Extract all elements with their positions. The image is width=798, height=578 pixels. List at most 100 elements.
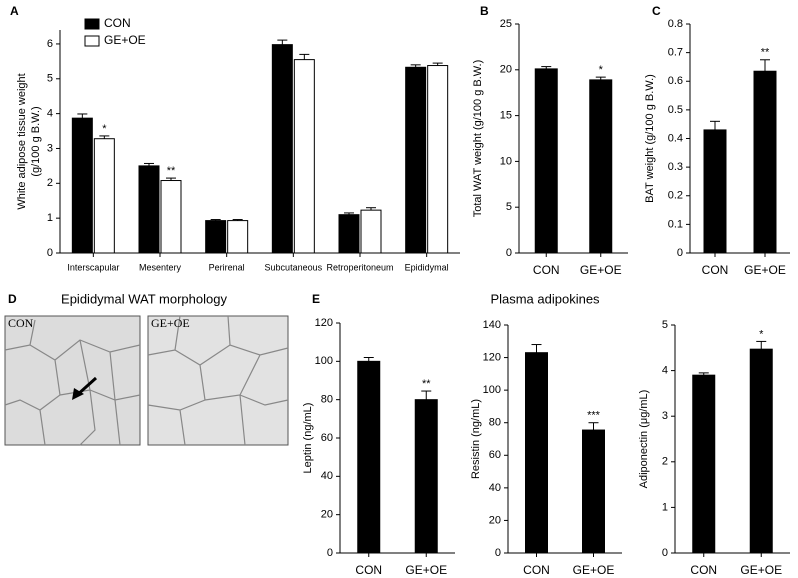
significance: **: [167, 165, 176, 177]
y-tick-label: 0: [506, 247, 512, 259]
y-tick-label: 20: [489, 514, 501, 526]
y-tick-label: 120: [315, 317, 333, 329]
y-tick-label: 5: [662, 319, 668, 331]
x-tick-label: GE+OE: [580, 263, 622, 277]
y-tick-label: 120: [483, 351, 501, 363]
y-tick-label: 60: [321, 432, 333, 444]
x-tick-label: Epididymal: [405, 262, 449, 272]
panel-label: B: [480, 4, 489, 18]
legend-label: CON: [104, 16, 131, 30]
panel-label: C: [652, 4, 661, 18]
x-tick-label: CON: [523, 563, 550, 577]
y-axis-label: Total WAT weight (g/100 g B.W.): [472, 60, 484, 218]
bar: [360, 209, 382, 254]
y-tick-label: 25: [500, 18, 512, 30]
legend-label: GE+OE: [104, 33, 146, 47]
plasma-title: Plasma adipokines: [490, 291, 600, 306]
y-tick-label: 40: [321, 470, 333, 482]
morphology-title: Epididymal WAT morphology: [61, 291, 227, 306]
y-tick-label: 60: [489, 449, 501, 461]
x-tick-label: Subcutaneous: [265, 262, 323, 272]
y-tick-label: 0.3: [668, 161, 683, 173]
y-tick-label: 3: [662, 410, 668, 422]
y-tick-label: 5: [506, 201, 512, 213]
y-tick-label: 4: [47, 108, 53, 120]
significance: *: [759, 328, 764, 340]
x-tick-label: CON: [533, 263, 560, 277]
x-tick-label: GE+OE: [405, 563, 447, 577]
legend-swatch: [84, 18, 100, 30]
y-tick-label: 40: [489, 482, 501, 494]
y-tick-label: 4: [662, 365, 668, 377]
x-tick-label: Mesentery: [139, 262, 182, 272]
bar: [71, 117, 93, 254]
bar: [749, 348, 773, 554]
y-tick-label: 2: [47, 177, 53, 189]
panel-label: E: [312, 292, 320, 306]
panel-label: D: [8, 292, 17, 306]
y-axis-label: Resistin (ng/mL): [470, 399, 482, 479]
y-axis-label: Leptin (ng/mL): [302, 403, 314, 474]
bar: [414, 399, 438, 554]
y-tick-label: 100: [315, 355, 333, 367]
significance: *: [599, 64, 604, 76]
y-tick-label: 0.1: [668, 218, 683, 230]
y-tick-label: 1: [47, 212, 53, 224]
bar: [227, 220, 249, 254]
y-tick-label: 2: [662, 456, 668, 468]
y-tick-label: 0.7: [668, 47, 683, 59]
y-tick-label: 0.8: [668, 18, 683, 30]
x-tick-label: CON: [690, 563, 717, 577]
image-label: CON: [8, 316, 34, 330]
bar: [205, 220, 227, 254]
bar: [703, 129, 727, 254]
x-tick-label: CON: [702, 263, 729, 277]
y-axis-label: White adipose tissue weight: [16, 73, 28, 209]
y-axis-label: (g/100 g B.W.): [30, 106, 42, 176]
y-axis-label: Adiponectin (μg/mL): [638, 390, 650, 489]
y-tick-label: 10: [500, 155, 512, 167]
y-tick-label: 1: [662, 501, 668, 513]
panel-label: A: [10, 4, 19, 18]
significance: ***: [587, 410, 601, 422]
bar: [692, 374, 716, 554]
y-tick-label: 0: [662, 547, 668, 559]
legend-swatch: [84, 35, 100, 47]
y-tick-label: 5: [47, 73, 53, 85]
y-tick-label: 100: [483, 384, 501, 396]
bar: [427, 65, 449, 254]
x-tick-label: Interscapular: [67, 262, 119, 272]
y-tick-label: 0: [47, 247, 53, 259]
image-label: GE+OE: [151, 316, 190, 330]
bar: [271, 44, 293, 254]
bar: [753, 70, 777, 254]
significance: **: [761, 47, 770, 59]
y-tick-label: 6: [47, 38, 53, 50]
bar: [405, 66, 427, 254]
x-tick-label: CON: [355, 563, 382, 577]
y-tick-label: 0.5: [668, 104, 683, 116]
bar: [525, 352, 548, 554]
y-tick-label: 20: [500, 64, 512, 76]
y-tick-label: 20: [321, 509, 333, 521]
y-tick-label: 140: [483, 319, 501, 331]
y-tick-label: 0: [677, 247, 683, 259]
bar: [534, 68, 558, 254]
bar: [93, 138, 115, 254]
x-tick-label: Retroperitoneum: [326, 262, 393, 272]
y-tick-label: 15: [500, 110, 512, 122]
significance: **: [422, 378, 431, 390]
x-tick-label: GE+OE: [740, 563, 782, 577]
x-tick-label: GE+OE: [573, 563, 615, 577]
micrograph: CON: [4, 315, 141, 446]
y-tick-label: 3: [47, 142, 53, 154]
bar: [160, 180, 182, 254]
y-tick-label: 0: [495, 547, 501, 559]
bar: [138, 165, 160, 254]
bar: [582, 429, 605, 554]
bar: [589, 79, 613, 254]
y-tick-label: 80: [321, 394, 333, 406]
bar: [293, 59, 315, 254]
y-tick-label: 80: [489, 417, 501, 429]
